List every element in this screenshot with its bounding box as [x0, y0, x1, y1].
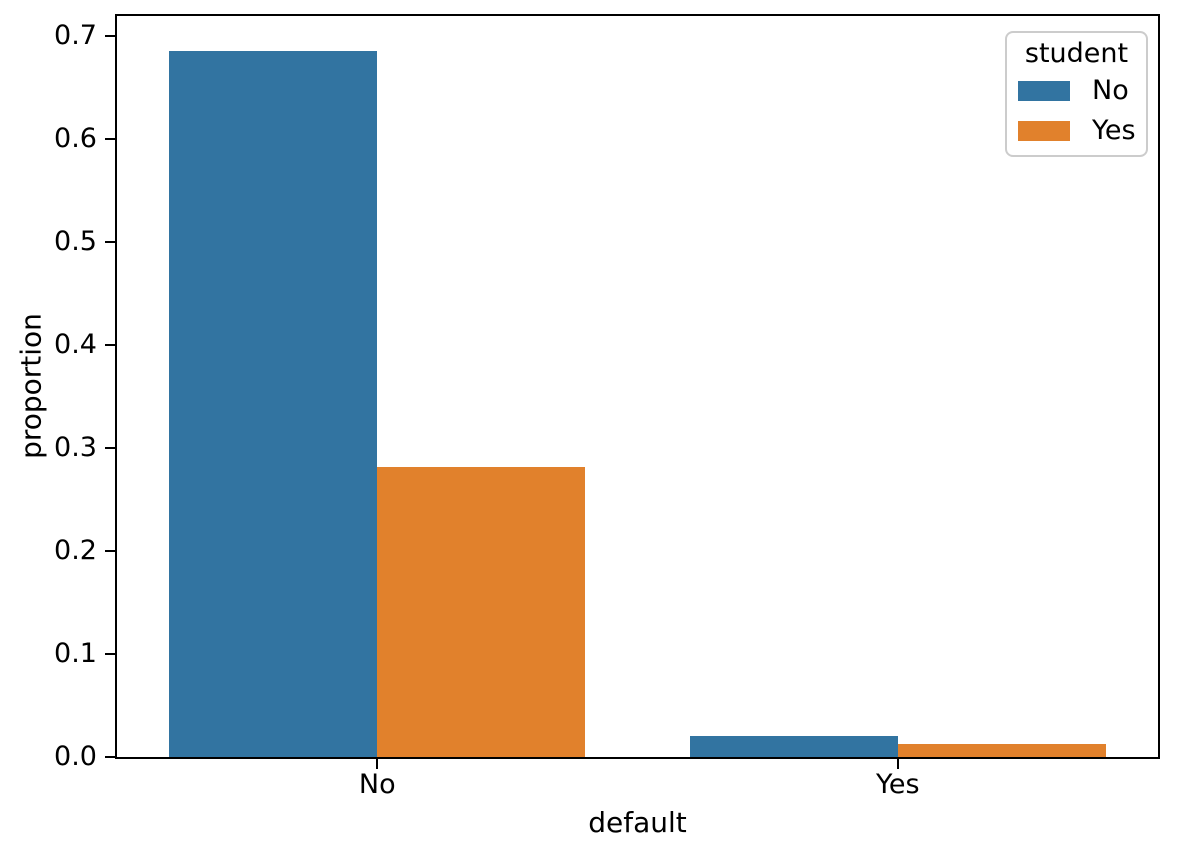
- x-tick-mark: [896, 759, 899, 769]
- y-tick-mark: [105, 240, 115, 243]
- y-tick-mark: [105, 549, 115, 552]
- y-tick-label: 0.7: [54, 19, 97, 51]
- legend-items: No Yes: [1007, 71, 1146, 151]
- x-tick-label-no: No: [358, 769, 396, 800]
- y-tick-label: 0.1: [54, 637, 97, 669]
- y-tick-label: 0.5: [54, 225, 97, 257]
- y-tick-label: 0.0: [54, 741, 97, 772]
- legend-swatch-yes: [1018, 121, 1070, 141]
- x-axis-label: default: [588, 806, 687, 839]
- legend-item: Yes: [1007, 111, 1146, 151]
- legend-item: No: [1007, 71, 1146, 111]
- bar-default-yes-student-yes: [897, 743, 1106, 757]
- x-tick-label-yes: Yes: [875, 769, 920, 800]
- y-tick-label: 0.4: [54, 328, 97, 360]
- legend: student No Yes: [1005, 31, 1148, 157]
- bar-default-no-student-yes: [377, 466, 586, 757]
- y-tick-mark: [105, 343, 115, 346]
- y-tick-label: 0.2: [54, 534, 97, 566]
- y-tick-mark: [105, 756, 115, 758]
- y-tick-mark: [105, 34, 115, 37]
- legend-swatch-no: [1018, 81, 1070, 101]
- y-tick-mark: [105, 137, 115, 140]
- plot-area: [115, 14, 1160, 759]
- legend-title: student: [1024, 38, 1129, 69]
- y-tick-mark: [105, 446, 115, 449]
- x-tick-mark: [376, 759, 379, 769]
- y-tick-mark: [105, 652, 115, 655]
- y-tick-label: 0.6: [54, 122, 97, 154]
- bar-default-no-student-no: [169, 51, 378, 757]
- bar-default-yes-student-no: [689, 735, 898, 757]
- legend-label: No: [1092, 75, 1129, 106]
- y-tick-label: 0.3: [54, 431, 97, 463]
- legend-label: Yes: [1092, 115, 1136, 146]
